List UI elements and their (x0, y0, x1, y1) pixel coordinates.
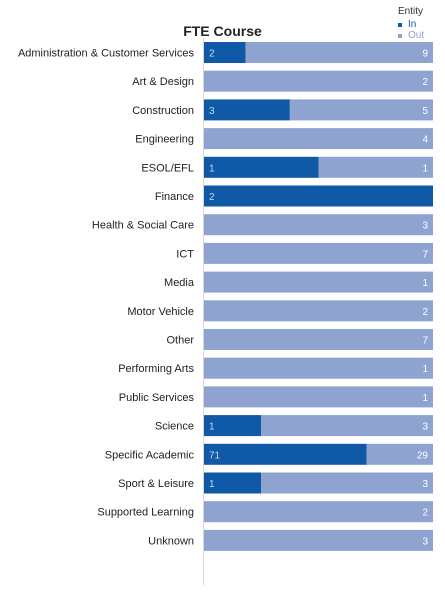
data-label-out-art-design: 2 (422, 77, 428, 88)
legend: Entity In Out (398, 6, 424, 41)
category-label-finance: Finance (155, 191, 194, 203)
category-label-science: Science (155, 421, 194, 433)
bar-out-other[interactable] (204, 329, 433, 350)
legend-title: Entity (398, 6, 424, 17)
data-label-out-performing-arts: 1 (422, 364, 428, 375)
bar-out-specific-academic[interactable] (366, 443, 433, 465)
bar-in-sport-leisure[interactable] (204, 472, 262, 494)
legend-entry-out[interactable]: Out (398, 30, 424, 41)
chart-title: FTE Course (183, 23, 262, 39)
data-label-out-construction: 5 (422, 106, 428, 117)
bar-out-performing-arts[interactable] (204, 357, 433, 379)
data-label-out-health-social-care: 3 (422, 221, 428, 232)
category-label-sport-leisure: Sport & Leisure (118, 478, 194, 490)
legend-swatch-out (398, 33, 402, 38)
bar-out-administration-customer-services[interactable] (245, 42, 433, 63)
data-label-in-esol-efl: 1 (209, 163, 215, 174)
bar-in-esol-efl[interactable] (204, 156, 319, 178)
data-label-out-other: 7 (422, 336, 428, 347)
data-label-out-science: 3 (422, 422, 428, 433)
data-label-out-public-services: 1 (422, 393, 428, 404)
category-label-media: Media (164, 277, 195, 289)
category-label-ict: ICT (176, 248, 194, 260)
bar-out-public-services[interactable] (204, 386, 433, 408)
bar-out-media[interactable] (204, 271, 433, 293)
bar-out-ict[interactable] (204, 242, 433, 264)
legend-label-in: In (408, 19, 417, 30)
category-label-other: Other (166, 335, 194, 347)
category-label-public-services: Public Services (119, 392, 195, 404)
bar-out-unknown[interactable] (204, 529, 433, 551)
category-label-health-social-care: Health & Social Care (92, 220, 194, 232)
data-label-out-unknown: 3 (422, 536, 428, 547)
bar-in-science[interactable] (204, 415, 262, 437)
data-label-in-sport-leisure: 1 (209, 479, 215, 490)
category-label-art-design: Art & Design (132, 76, 194, 88)
data-label-in-finance: 2 (209, 192, 215, 203)
category-label-performing-arts: Performing Arts (118, 363, 194, 375)
bar-out-engineering[interactable] (204, 128, 433, 150)
data-label-out-esol-efl: 1 (422, 163, 428, 174)
data-label-in-specific-academic: 71 (209, 450, 221, 461)
data-label-out-engineering: 4 (422, 135, 428, 146)
bar-out-motor-vehicle[interactable] (204, 300, 433, 322)
bar-out-esol-efl[interactable] (318, 156, 434, 178)
data-label-in-construction: 3 (209, 106, 215, 117)
data-label-out-ict: 7 (422, 249, 428, 260)
category-label-motor-vehicle: Motor Vehicle (127, 306, 194, 318)
bar-in-specific-academic[interactable] (204, 443, 367, 465)
legend-label-out: Out (408, 30, 425, 41)
data-label-out-media: 1 (422, 278, 428, 289)
bar-in-construction[interactable] (204, 99, 290, 121)
bar-out-health-social-care[interactable] (204, 214, 433, 236)
category-label-administration-customer-services: Administration & Customer Services (18, 48, 195, 60)
bar-out-art-design[interactable] (204, 70, 433, 92)
category-label-esol-efl: ESOL/EFL (141, 162, 194, 174)
data-label-in-science: 1 (209, 422, 215, 433)
bar-out-science[interactable] (261, 415, 433, 437)
category-label-engineering: Engineering (135, 134, 194, 146)
data-label-out-supported-learning: 2 (422, 508, 428, 519)
category-label-supported-learning: Supported Learning (97, 507, 194, 519)
category-label-construction: Construction (132, 105, 194, 117)
legend-swatch-in (398, 22, 402, 27)
data-label-out-specific-academic: 29 (417, 450, 429, 461)
bar-in-finance[interactable] (204, 185, 433, 207)
bar-in-administration-customer-services[interactable] (204, 42, 246, 63)
bar-out-construction[interactable] (289, 99, 433, 121)
bar-out-supported-learning[interactable] (204, 501, 433, 523)
category-label-unknown: Unknown (148, 535, 194, 547)
data-label-in-administration-customer-services: 2 (209, 49, 215, 60)
data-label-out-sport-leisure: 3 (422, 479, 428, 490)
data-label-out-motor-vehicle: 2 (422, 307, 428, 318)
bar-out-sport-leisure[interactable] (261, 472, 433, 494)
data-label-out-administration-customer-services: 9 (422, 49, 428, 60)
category-label-specific-academic: Specific Academic (105, 449, 195, 461)
legend-entry-in[interactable]: In (398, 19, 424, 30)
